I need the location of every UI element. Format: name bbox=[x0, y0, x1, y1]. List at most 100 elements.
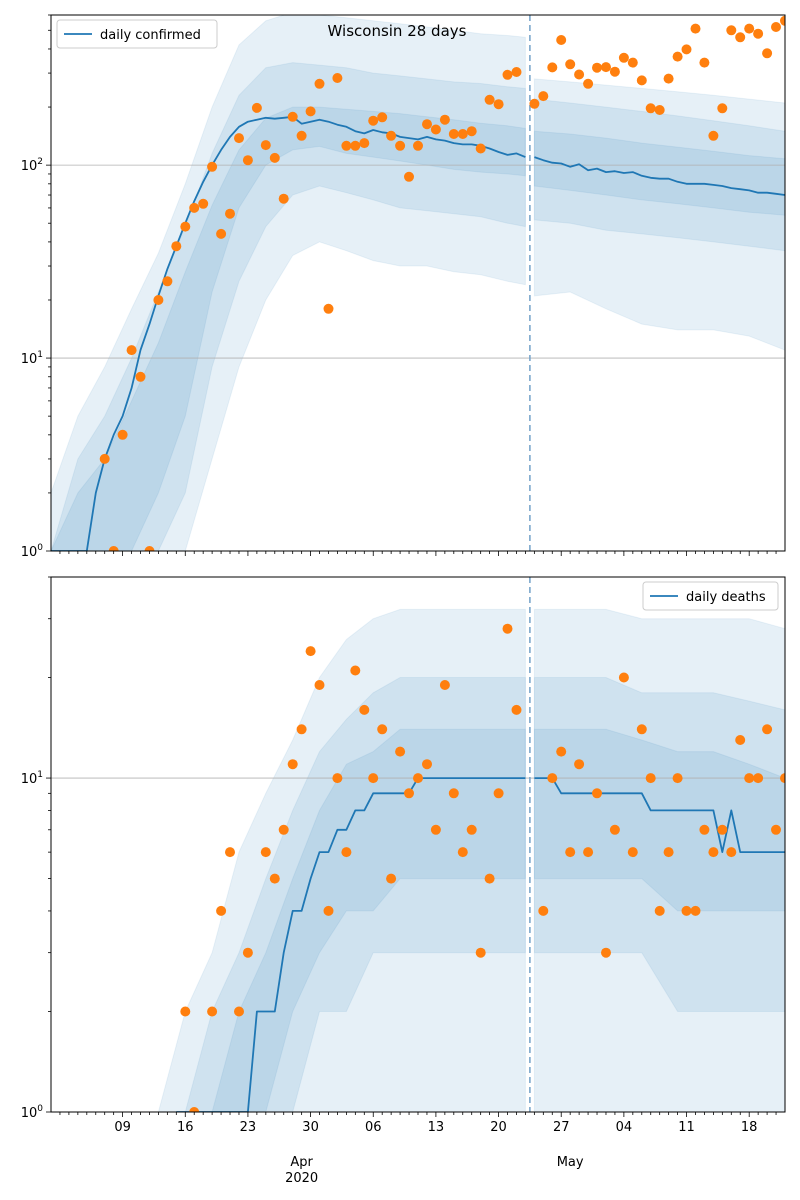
data-point bbox=[556, 35, 567, 45]
data-point bbox=[466, 824, 477, 835]
data-point bbox=[341, 140, 352, 151]
data-point bbox=[717, 103, 728, 114]
x-tick-label: 30 bbox=[302, 1120, 319, 1135]
confirmed-fit-band-2 bbox=[51, 106, 526, 551]
deaths-forecast-band-0 bbox=[533, 608, 785, 1112]
data-point bbox=[305, 106, 316, 117]
data-point bbox=[314, 78, 325, 89]
data-point bbox=[377, 724, 388, 735]
data-point bbox=[404, 171, 414, 182]
confirmed-forecast-band-2 bbox=[533, 130, 785, 216]
data-point bbox=[207, 161, 218, 172]
data-point bbox=[422, 759, 432, 770]
data-point bbox=[287, 111, 298, 122]
data-point bbox=[672, 773, 683, 784]
confirmed-fit-band-0 bbox=[51, 15, 526, 551]
data-point bbox=[457, 847, 468, 858]
data-point bbox=[305, 646, 316, 657]
data-point bbox=[99, 453, 110, 464]
deaths-fit-band-0 bbox=[51, 608, 526, 1112]
data-point bbox=[430, 824, 441, 835]
y-tick-label: 102 bbox=[21, 157, 43, 174]
data-point bbox=[386, 130, 397, 141]
data-point bbox=[269, 152, 280, 163]
data-point bbox=[448, 129, 459, 139]
data-point bbox=[556, 746, 567, 757]
data-point bbox=[323, 905, 334, 916]
data-point bbox=[377, 112, 388, 123]
deaths-axes: 100 101 bbox=[21, 576, 786, 1121]
data-point bbox=[350, 140, 361, 151]
data-point bbox=[654, 105, 665, 115]
data-point bbox=[189, 202, 200, 213]
data-point bbox=[583, 78, 594, 89]
data-point bbox=[332, 73, 343, 83]
data-point bbox=[180, 1006, 191, 1017]
data-point bbox=[359, 138, 370, 149]
data-point bbox=[189, 1107, 200, 1112]
data-point bbox=[708, 130, 719, 141]
data-point bbox=[493, 788, 504, 799]
confirmed-uncertainty-bands bbox=[51, 15, 785, 551]
data-point bbox=[565, 59, 576, 70]
data-point bbox=[225, 847, 235, 858]
data-point bbox=[601, 947, 611, 958]
data-point bbox=[592, 788, 602, 799]
confirmed-data-points bbox=[99, 15, 785, 551]
data-point bbox=[609, 66, 620, 77]
x-month-label: May bbox=[557, 1155, 584, 1170]
data-point bbox=[278, 193, 289, 204]
x-tick-label: 13 bbox=[428, 1120, 445, 1135]
data-point bbox=[234, 1006, 244, 1017]
data-point bbox=[484, 94, 495, 105]
data-point bbox=[627, 57, 638, 68]
deaths-chart-panel: 100 101 daily deaths bbox=[21, 576, 786, 1121]
data-point bbox=[314, 680, 325, 690]
data-point bbox=[251, 102, 262, 113]
x-tick-label: 27 bbox=[553, 1120, 570, 1135]
deaths-fit-line bbox=[176, 777, 526, 1112]
data-point bbox=[430, 124, 441, 135]
data-point bbox=[538, 905, 549, 916]
data-point bbox=[323, 303, 334, 314]
data-point bbox=[493, 99, 504, 110]
data-point bbox=[681, 44, 692, 55]
data-point bbox=[618, 672, 629, 683]
y-tick-label: 101 bbox=[21, 350, 43, 367]
data-point bbox=[502, 69, 513, 80]
data-point bbox=[287, 759, 298, 770]
confirmed-forecast-band-0 bbox=[533, 78, 785, 351]
x-tick-label: 18 bbox=[741, 1120, 758, 1135]
y-tick-label: 100 bbox=[21, 1104, 44, 1121]
data-point bbox=[242, 947, 253, 958]
data-point bbox=[484, 873, 495, 884]
data-point bbox=[663, 73, 674, 84]
data-point bbox=[135, 371, 146, 382]
data-point bbox=[117, 429, 128, 440]
confirmed-legend: daily confirmed bbox=[56, 19, 218, 49]
data-point bbox=[242, 155, 253, 166]
data-point bbox=[547, 773, 558, 784]
data-point bbox=[690, 905, 701, 916]
confirmed-chart-panel: 100 101 102 Wisconsin 28 days daily confir… bbox=[21, 14, 786, 560]
data-point bbox=[636, 724, 647, 735]
data-point bbox=[636, 75, 647, 86]
data-point bbox=[726, 847, 737, 858]
data-point bbox=[672, 51, 683, 62]
data-point bbox=[601, 62, 611, 73]
data-point bbox=[735, 32, 746, 43]
legend-label-deaths: daily deaths bbox=[686, 590, 766, 605]
data-point bbox=[762, 724, 773, 735]
data-point bbox=[144, 546, 155, 551]
data-point bbox=[538, 91, 549, 102]
data-point bbox=[278, 824, 289, 835]
data-point bbox=[690, 23, 701, 34]
data-point bbox=[511, 67, 522, 77]
data-point bbox=[663, 847, 674, 858]
x-tick-label: 23 bbox=[240, 1120, 257, 1135]
confirmed-fit-band-1 bbox=[51, 62, 526, 551]
x-tick-label: 04 bbox=[616, 1120, 633, 1135]
data-point bbox=[439, 114, 450, 125]
data-point bbox=[627, 847, 638, 858]
data-point bbox=[744, 23, 755, 34]
